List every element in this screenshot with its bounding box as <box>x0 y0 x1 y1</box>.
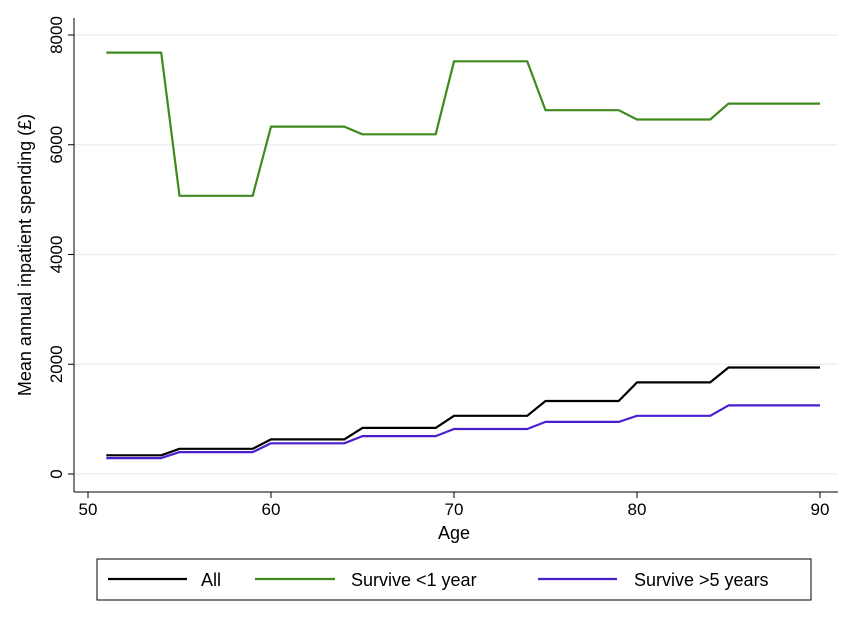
x-tick-label-4: 90 <box>811 500 830 519</box>
y-tick-label-1: 2000 <box>47 345 66 383</box>
x-tick-label-0: 50 <box>79 500 98 519</box>
tick-labels: 0 2000 4000 6000 8000 50 60 70 80 90 <box>47 16 829 519</box>
x-tick-label-1: 60 <box>262 500 281 519</box>
series-line-1 <box>106 51 820 197</box>
x-tick-label-2: 70 <box>445 500 464 519</box>
y-tick-label-2: 4000 <box>47 236 66 274</box>
x-axis-title: Age <box>438 523 470 543</box>
legend-box <box>96 558 812 601</box>
legend-label-0: All <box>201 570 221 590</box>
gridlines <box>74 34 838 475</box>
legend: All Survive <1 year Survive >5 years <box>96 558 812 601</box>
y-tick-label-3: 6000 <box>47 126 66 164</box>
y-axis-title: Mean annual inpatient spending (£) <box>15 114 35 396</box>
legend-label-2: Survive >5 years <box>634 570 769 590</box>
series-line-2 <box>106 404 820 460</box>
series-line-0 <box>106 366 820 457</box>
x-tick-label-3: 80 <box>628 500 647 519</box>
y-tick-label-4: 8000 <box>47 16 66 54</box>
y-tick-label-0: 0 <box>47 469 66 478</box>
series-lines <box>106 51 820 460</box>
legend-label-1: Survive <1 year <box>351 570 477 590</box>
